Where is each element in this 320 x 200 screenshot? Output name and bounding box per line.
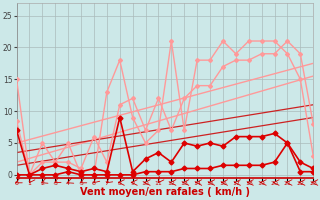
- X-axis label: Vent moyen/en rafales ( km/h ): Vent moyen/en rafales ( km/h ): [80, 187, 250, 197]
